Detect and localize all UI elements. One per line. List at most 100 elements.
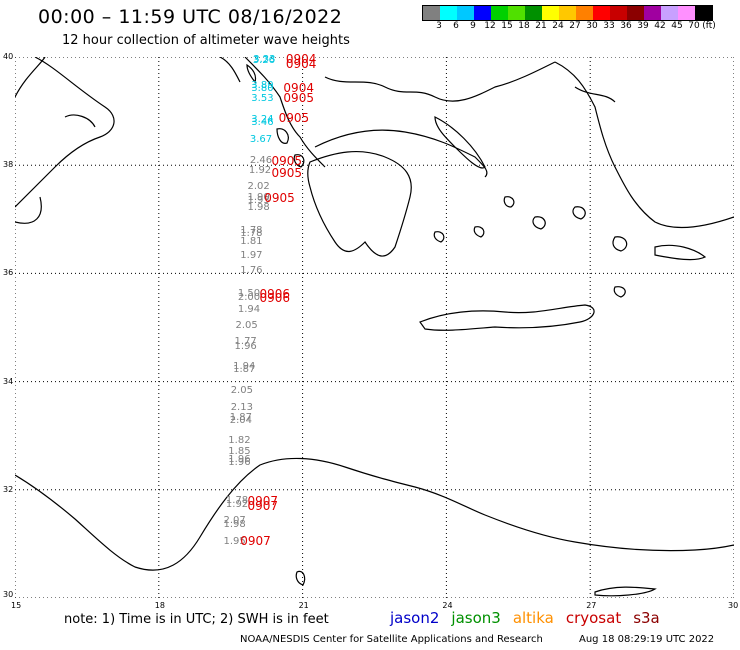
longitude-tick-label: 27 (586, 601, 597, 610)
pass-time-label: 0907 (240, 533, 271, 548)
pass-time-label: 0904 (285, 57, 317, 72)
colorbar-swatch (695, 6, 712, 20)
longitude-tick-label: 18 (154, 601, 165, 610)
wave-height-value: 3.53 (251, 93, 274, 105)
wave-height-value: 2.07 (223, 515, 246, 527)
longitude-tick-label: 15 (11, 601, 22, 610)
coastlines (15, 57, 734, 597)
colorbar-swatch (593, 6, 610, 20)
colorbar-label: 21 (535, 21, 547, 31)
wave-height-value: 1.87 (229, 411, 252, 423)
wave-height-value: 2.04 (229, 415, 252, 427)
pass-time-label: 0905 (264, 191, 295, 206)
pass-time-label: 0906 (259, 286, 290, 301)
wave-height-value: 3.67 (249, 133, 273, 145)
colorbar-swatch (610, 6, 627, 20)
pass-time-label: 0904 (285, 51, 317, 66)
footer-note: note: 1) Time is in UTC; 2) SWH is in fe… (64, 612, 329, 627)
colorbar-swatch (457, 6, 474, 20)
colorbar-swatch (423, 6, 440, 20)
colorbar-swatch (576, 6, 593, 20)
wave-height-value: 1.95 (223, 535, 246, 547)
latitude-tick-label: 32 (3, 484, 14, 494)
wave-height-value: 1.94 (237, 303, 261, 315)
colorbar-labels: 3 6 9 12 15 18 21 24 27 30 33 36 39 42 45 70 (ft) (422, 21, 740, 33)
wave-height-value: 1.77 (234, 336, 257, 348)
wave-height-value: 1.96 (228, 454, 251, 466)
legend-cryosat: cryosat (565, 609, 622, 627)
wave-height-value: 2.05 (230, 384, 253, 396)
credit-text: NOAA/NESDIS Center for Satellite Applica… (240, 634, 543, 645)
colorbar-swatch (491, 6, 508, 20)
colorbar (422, 5, 713, 21)
colorbar-label: 15 (501, 21, 513, 31)
wave-height-value: 2.05 (235, 320, 258, 332)
map-plot (15, 57, 734, 598)
wave-height-value: 1.78 (225, 495, 249, 507)
pass-time-label: 0905 (271, 166, 302, 181)
colorbar-swatch (508, 6, 525, 20)
legend-s3a: s3a (633, 609, 660, 627)
colorbar-label: 36 (620, 21, 632, 31)
wave-height-value: 1.85 (228, 445, 251, 457)
wave-height-value: 3.26 (252, 55, 275, 67)
wave-height-value: 3.89 (251, 79, 274, 91)
wave-height-value: 2.46 (249, 154, 273, 166)
colorbar-label: 42 (654, 21, 666, 31)
wave-height-value: 1.78 (240, 228, 263, 240)
colorbar-label: (ft) (702, 21, 716, 31)
colorbar-swatch (525, 6, 542, 20)
colorbar-swatch (678, 6, 695, 20)
wave-height-value: 1.78 (240, 225, 263, 237)
longitude-tick-label: 21 (298, 601, 309, 610)
wave-height-value: 1.50 (237, 287, 261, 299)
wave-height-value: 3.24 (251, 113, 274, 125)
colorbar-swatch (559, 6, 576, 20)
colorbar-label: 3 (436, 21, 442, 31)
legend-altika: altika (512, 609, 554, 627)
wave-height-value: 1.90 (247, 191, 270, 203)
colorbar-label: 45 (671, 21, 683, 31)
latitude-tick-label: 30 (3, 590, 14, 599)
wave-height-value: 2.00 (237, 291, 261, 303)
pass-time-label: 0905 (271, 153, 302, 168)
wave-height-value: 1.98 (247, 202, 270, 214)
wave-height-value: 1.81 (240, 236, 263, 248)
colorbar-label: 33 (603, 21, 615, 31)
colorbar-swatch (474, 6, 491, 20)
wave-height-value: 1.92 (225, 498, 249, 510)
colorbar-label: 70 (688, 21, 700, 31)
latitude-tick-label: 36 (3, 268, 14, 278)
pass-time-label: 0906 (259, 290, 290, 305)
colorbar-label: 18 (518, 21, 530, 31)
wave-height-value: 3.33 (253, 53, 276, 65)
generated-date: Aug 18 08:29:19 UTC 2022 (579, 634, 715, 645)
wave-height-value: 2.02 (247, 180, 270, 192)
wave-height-value: 3.80 (251, 83, 274, 95)
latitude-tick-label: 40 (3, 52, 14, 61)
colorbar-swatch (627, 6, 644, 20)
wave-height-value: 1.97 (240, 249, 263, 261)
wave-height-value: 1.82 (228, 434, 251, 446)
wave-height-value: 1.98 (223, 518, 246, 530)
wave-height-value: 1.96 (228, 457, 251, 469)
colorbar-swatch (661, 6, 678, 20)
latitude-tick-label: 38 (3, 160, 14, 170)
colorbar-swatch (440, 6, 457, 20)
page-title: 00:00 – 11:59 UTC 08/16/2022 (38, 6, 343, 28)
colorbar-swatch (644, 6, 661, 20)
satellite-legend: jason2 jason3 altika cryosat s3a (390, 609, 672, 627)
wave-height-value: 1.96 (234, 340, 257, 352)
colorbar-label: 27 (569, 21, 581, 31)
colorbar-swatch (542, 6, 559, 20)
wave-height-value: 3.46 (251, 117, 274, 128)
pass-time-label: 0905 (283, 91, 314, 106)
longitude-tick-label: 30 (728, 601, 739, 610)
colorbar-label: 9 (470, 21, 476, 31)
longitude-tick-label: 24 (442, 601, 453, 610)
latitude-tick-label: 34 (3, 376, 14, 386)
page-subtitle: 12 hour collection of altimeter wave hei… (62, 33, 350, 48)
wave-height-value: 1.76 (240, 264, 263, 276)
wave-height-value: 1.94 (233, 360, 256, 372)
colorbar-label: 6 (453, 21, 459, 31)
